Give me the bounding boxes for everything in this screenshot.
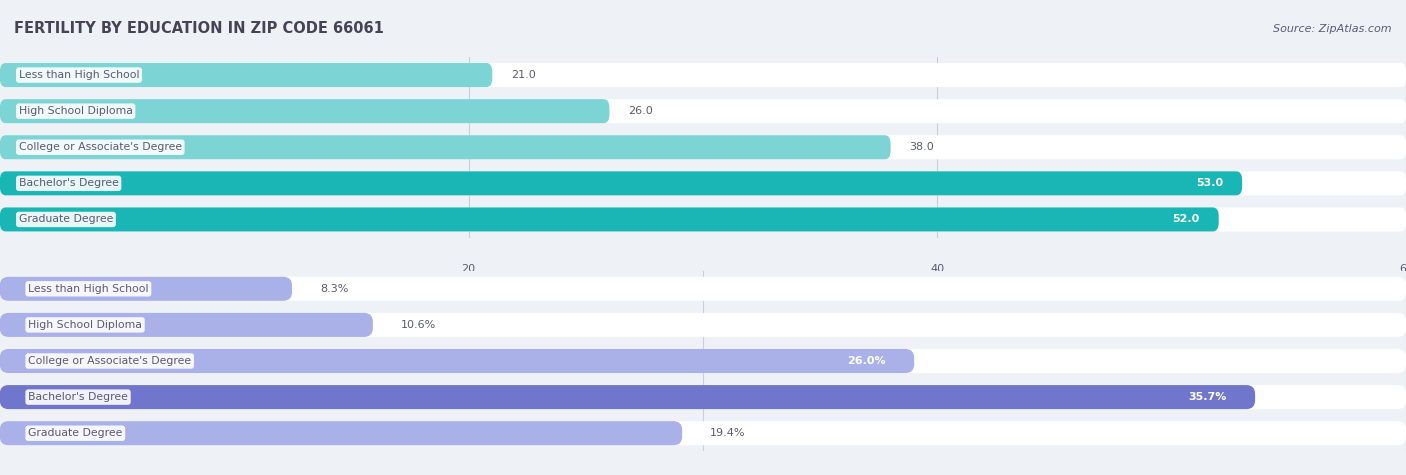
Text: 53.0: 53.0: [1197, 178, 1223, 189]
FancyBboxPatch shape: [0, 277, 292, 301]
Text: Bachelor's Degree: Bachelor's Degree: [28, 392, 128, 402]
FancyBboxPatch shape: [0, 99, 1406, 123]
Text: 21.0: 21.0: [510, 70, 536, 80]
FancyBboxPatch shape: [0, 208, 1406, 231]
Text: 38.0: 38.0: [910, 142, 934, 152]
FancyBboxPatch shape: [0, 135, 890, 159]
Text: College or Associate's Degree: College or Associate's Degree: [28, 356, 191, 366]
FancyBboxPatch shape: [0, 385, 1256, 409]
Text: Less than High School: Less than High School: [28, 284, 149, 294]
Text: Bachelor's Degree: Bachelor's Degree: [18, 178, 118, 189]
FancyBboxPatch shape: [0, 385, 1406, 409]
FancyBboxPatch shape: [0, 277, 1406, 301]
Text: Less than High School: Less than High School: [18, 70, 139, 80]
Text: High School Diploma: High School Diploma: [18, 106, 132, 116]
FancyBboxPatch shape: [0, 313, 1406, 337]
FancyBboxPatch shape: [0, 421, 1406, 445]
Text: Source: ZipAtlas.com: Source: ZipAtlas.com: [1274, 23, 1392, 34]
Text: 26.0: 26.0: [628, 106, 652, 116]
Text: 8.3%: 8.3%: [321, 284, 349, 294]
FancyBboxPatch shape: [0, 421, 682, 445]
Text: 52.0: 52.0: [1173, 214, 1199, 225]
Text: 10.6%: 10.6%: [401, 320, 436, 330]
FancyBboxPatch shape: [0, 349, 1406, 373]
FancyBboxPatch shape: [0, 208, 1219, 231]
FancyBboxPatch shape: [0, 349, 914, 373]
FancyBboxPatch shape: [0, 135, 1406, 159]
FancyBboxPatch shape: [0, 313, 373, 337]
Text: Graduate Degree: Graduate Degree: [28, 428, 122, 438]
FancyBboxPatch shape: [0, 63, 1406, 87]
Text: High School Diploma: High School Diploma: [28, 320, 142, 330]
Text: 35.7%: 35.7%: [1188, 392, 1227, 402]
Text: 26.0%: 26.0%: [848, 356, 886, 366]
FancyBboxPatch shape: [0, 63, 492, 87]
Text: Graduate Degree: Graduate Degree: [18, 214, 112, 225]
Text: College or Associate's Degree: College or Associate's Degree: [18, 142, 181, 152]
FancyBboxPatch shape: [0, 171, 1406, 195]
FancyBboxPatch shape: [0, 99, 609, 123]
FancyBboxPatch shape: [0, 171, 1241, 195]
Text: FERTILITY BY EDUCATION IN ZIP CODE 66061: FERTILITY BY EDUCATION IN ZIP CODE 66061: [14, 21, 384, 36]
Text: 19.4%: 19.4%: [710, 428, 745, 438]
